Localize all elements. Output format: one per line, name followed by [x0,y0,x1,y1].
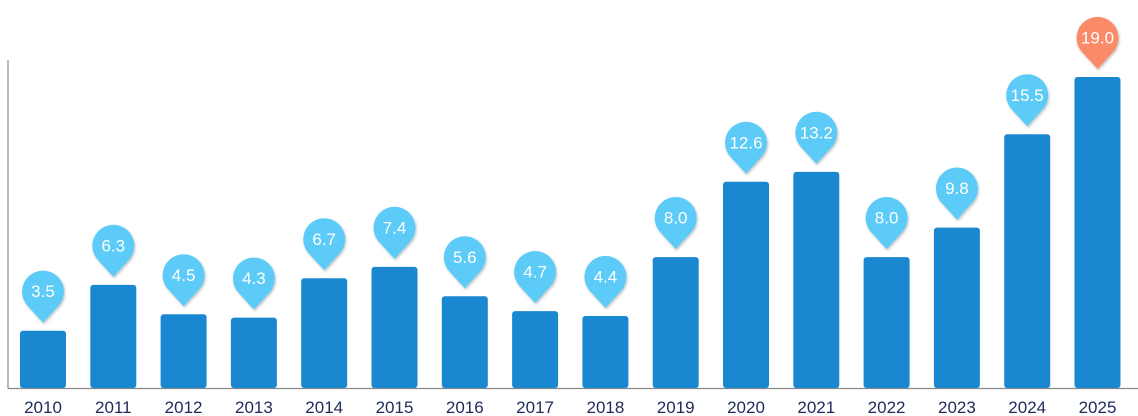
bar-2013 [230,317,277,388]
axes [7,60,1138,390]
x-tick-label-2019: 2019 [657,398,695,416]
x-tick-label-2011: 2011 [95,398,132,416]
bar-2024 [1004,134,1051,388]
bar-2011 [90,284,137,388]
value-label-2013: 4.3 [242,269,266,288]
x-tick-label-2021: 2021 [797,398,835,416]
value-bubble-2017 [514,251,557,304]
value-label-2014: 6.7 [312,230,336,249]
value-labels-group: 3.5 6.3 4.5 4.3 6.7 7.4 5.6 4.7 4.4 8.0 12.6 13.2 8.… [22,16,1119,323]
bar-2019 [652,257,699,388]
bar-2017 [512,311,559,388]
bar-2020 [723,181,769,388]
x-tick-label-2017: 2017 [516,398,554,416]
value-bubble-2020 [725,121,768,174]
value-label-2010: 3.5 [31,282,55,301]
x-tick-label-2024: 2024 [1008,398,1046,416]
value-label-2021: 13.2 [800,123,833,142]
value-bubble-2016 [443,236,486,289]
bar-2021 [793,171,840,388]
x-tick-label-2010: 2010 [24,398,62,416]
bar-2025 [1074,77,1121,388]
bar-2016 [441,296,488,388]
value-bubble-2011 [92,224,135,277]
bar-2015 [371,266,418,388]
bar-2018 [582,316,629,388]
value-bubble-2018 [584,255,627,308]
value-bubble-2010 [22,270,65,323]
x-tick-label-2018: 2018 [586,398,624,416]
value-bubble-2023 [935,167,978,220]
x-tick-label-2015: 2015 [376,398,414,416]
value-label-2015: 7.4 [383,218,407,237]
value-label-2019: 8.0 [664,209,688,228]
x-tick-labels-group: 2010 2011 2012 2013 2014 2015 2016 2017 2018 2019… [24,398,1116,416]
value-bubble-2014 [303,218,346,271]
value-label-2023: 9.8 [945,179,969,198]
value-bubble-2021 [795,111,838,164]
x-tick-label-2016: 2016 [446,398,484,416]
value-bubble-2022 [865,197,908,250]
value-label-2016: 5.6 [453,248,477,267]
value-label-2022: 8.0 [875,209,899,228]
value-label-2024: 15.5 [1011,86,1044,105]
value-label-2025: 19.0 [1081,29,1114,48]
value-label-2017: 4.7 [523,263,547,282]
x-tick-label-2020: 2020 [727,398,765,416]
x-tick-label-2022: 2022 [868,398,906,416]
value-bubble-2015 [373,206,416,259]
value-label-2018: 4.4 [594,268,618,287]
bar-2010 [20,330,66,388]
bar-2022 [863,257,910,388]
bar-2012 [160,314,207,388]
value-bubble-2024 [1006,74,1049,127]
bar-2023 [933,227,980,388]
x-tick-label-2014: 2014 [305,398,343,416]
value-bubble-2025 [1076,16,1119,69]
value-label-2012: 4.5 [172,266,196,285]
value-label-2011: 6.3 [101,236,125,255]
bars-group [20,77,1121,388]
value-label-2020: 12.6 [729,133,762,152]
x-tick-label-2012: 2012 [165,398,203,416]
value-bubble-2019 [654,197,697,250]
x-tick-label-2013: 2013 [235,398,273,416]
value-bubble-2012 [162,254,205,307]
value-bubble-2013 [232,257,275,310]
x-tick-label-2023: 2023 [938,398,976,416]
bar-2014 [301,278,348,388]
x-tick-label-2025: 2025 [1079,398,1117,416]
